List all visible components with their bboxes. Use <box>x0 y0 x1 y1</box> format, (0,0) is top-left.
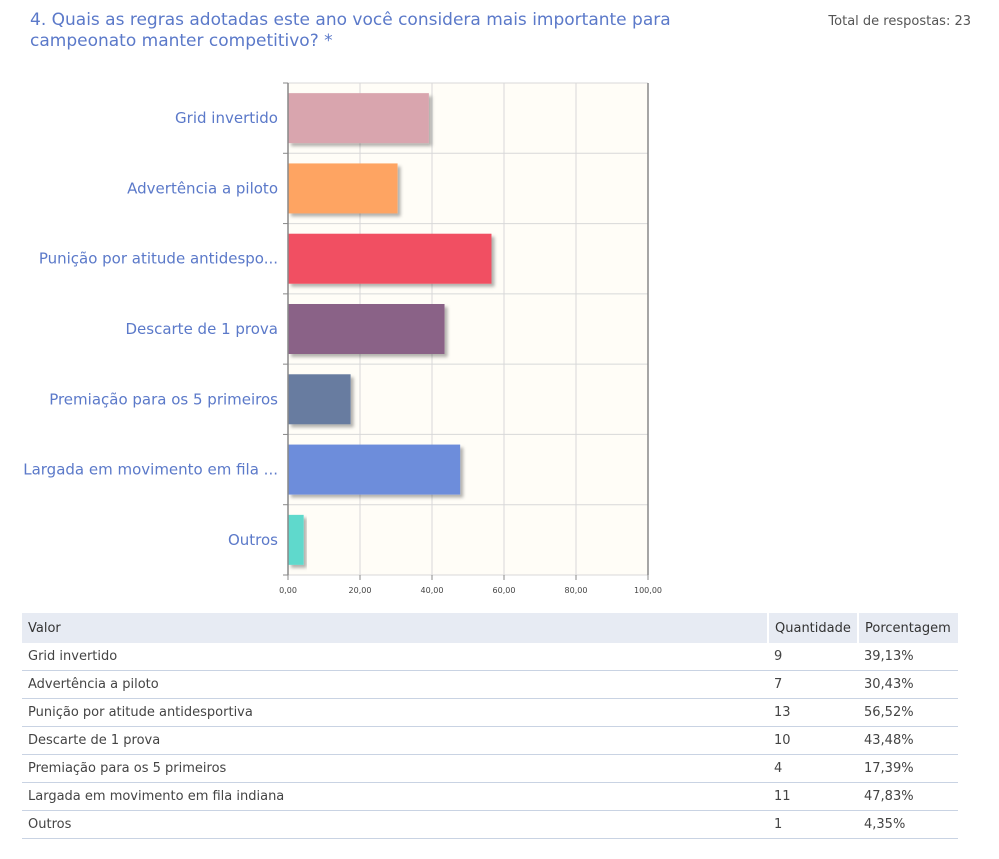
cell-quantidade: 9 <box>768 643 858 671</box>
question-title: 4. Quais as regras adotadas este ano voc… <box>30 10 671 51</box>
table-row: Outros 1 4,35% <box>22 810 958 839</box>
table-row: Largada em movimento em fila indiana 11 … <box>22 782 958 811</box>
cell-quantidade: 11 <box>768 782 858 811</box>
bar <box>288 444 461 495</box>
category-label: Descarte de 1 prova <box>125 320 278 338</box>
cell-valor: Advertência a piloto <box>22 670 768 699</box>
cell-valor: Premiação para os 5 primeiros <box>22 754 768 783</box>
table-header-row: Valor Quantidade Porcentagem <box>22 613 958 643</box>
cell-porcentagem: 30,43% <box>858 670 958 699</box>
bar <box>288 93 429 144</box>
x-tick-label: 80,00 <box>565 586 588 595</box>
cell-porcentagem: 56,52% <box>858 698 958 727</box>
x-tick-label: 100,00 <box>634 586 662 595</box>
x-tick-label: 60,00 <box>493 586 516 595</box>
cell-porcentagem: 43,48% <box>858 726 958 755</box>
category-labels: Grid invertido Advertência a piloto Puniçã… <box>23 109 278 549</box>
bar-chart: Grid invertido Advertência a piloto Puniçã… <box>23 82 662 595</box>
cell-porcentagem: 17,39% <box>858 754 958 783</box>
table-row: Punição por atitude antidesportiva 13 56… <box>22 698 958 727</box>
category-label: Largada em movimento em fila ... <box>23 461 278 479</box>
cell-valor: Descarte de 1 prova <box>22 726 768 755</box>
cell-porcentagem: 47,83% <box>858 782 958 811</box>
table-row: Advertência a piloto 7 30,43% <box>22 670 958 699</box>
table-row: Premiação para os 5 primeiros 4 17,39% <box>22 754 958 783</box>
cell-quantidade: 1 <box>768 810 858 839</box>
category-label: Grid invertido <box>175 109 278 127</box>
bar <box>288 514 304 565</box>
x-tick-label: 0,00 <box>279 586 297 595</box>
cell-quantidade: 13 <box>768 698 858 727</box>
x-tick-label: 40,00 <box>421 586 444 595</box>
bar <box>288 163 398 214</box>
cell-quantidade: 7 <box>768 670 858 699</box>
bars <box>288 93 492 565</box>
header-valor: Valor <box>22 613 769 643</box>
header-porcentagem: Porcentagem <box>858 613 958 643</box>
cell-valor: Grid invertido <box>22 643 768 671</box>
category-label: Advertência a piloto <box>127 179 278 197</box>
cell-valor: Outros <box>22 810 768 839</box>
results-table: Valor Quantidade Porcentagem Grid invert… <box>22 613 958 839</box>
cell-porcentagem: 4,35% <box>858 810 958 839</box>
category-label: Punição por atitude antidespo... <box>39 250 278 268</box>
cell-quantidade: 4 <box>768 754 858 783</box>
header-quantidade: Quantidade <box>768 613 859 643</box>
x-tick-label: 20,00 <box>349 586 372 595</box>
cell-quantidade: 10 <box>768 726 858 755</box>
bar <box>288 374 351 425</box>
cell-valor: Largada em movimento em fila indiana <box>22 782 768 811</box>
table-row: Grid invertido 9 39,13% <box>22 643 958 671</box>
cell-valor: Punição por atitude antidesportiva <box>22 698 768 727</box>
table-row: Descarte de 1 prova 10 43,48% <box>22 726 958 755</box>
cell-porcentagem: 39,13% <box>858 643 958 671</box>
category-label: Outros <box>228 531 278 549</box>
x-axis-ticks: 0,00 20,00 40,00 60,00 80,00 100,00 <box>279 82 662 595</box>
category-label: Premiação para os 5 primeiros <box>49 390 278 408</box>
bar <box>288 233 492 284</box>
total-responses: Total de respostas: 23 <box>828 14 971 29</box>
bar <box>288 304 445 354</box>
